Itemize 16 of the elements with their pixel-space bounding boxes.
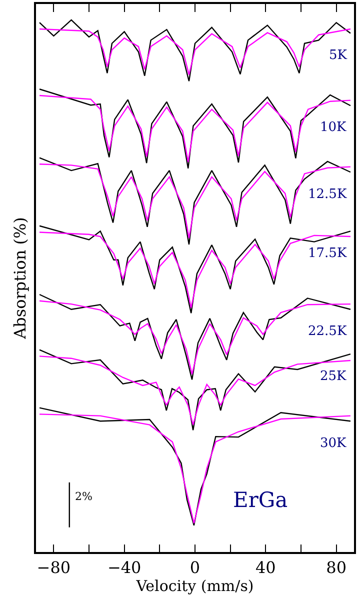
x-tick-label: 80	[326, 558, 347, 577]
series-label: 22.5K	[308, 324, 347, 339]
x-tick-label: 0	[190, 558, 200, 577]
x-tick-label: −40	[107, 558, 142, 577]
x-axis-title: Velocity (mm/s)	[135, 576, 254, 595]
annotation: 2%	[75, 490, 92, 503]
y-axis-title: Absorption (%)	[10, 217, 30, 340]
annotation: ErGa	[233, 488, 288, 512]
series-label: 17.5K	[308, 246, 347, 261]
series-label: 10K	[320, 120, 347, 135]
series-label: 25K	[320, 369, 347, 384]
series-label: 12.5K	[308, 187, 347, 202]
series-label: 30K	[320, 436, 347, 451]
x-tick-label: −80	[36, 558, 71, 577]
x-tick-label: 40	[255, 558, 276, 577]
series-label: 5K	[329, 48, 348, 63]
